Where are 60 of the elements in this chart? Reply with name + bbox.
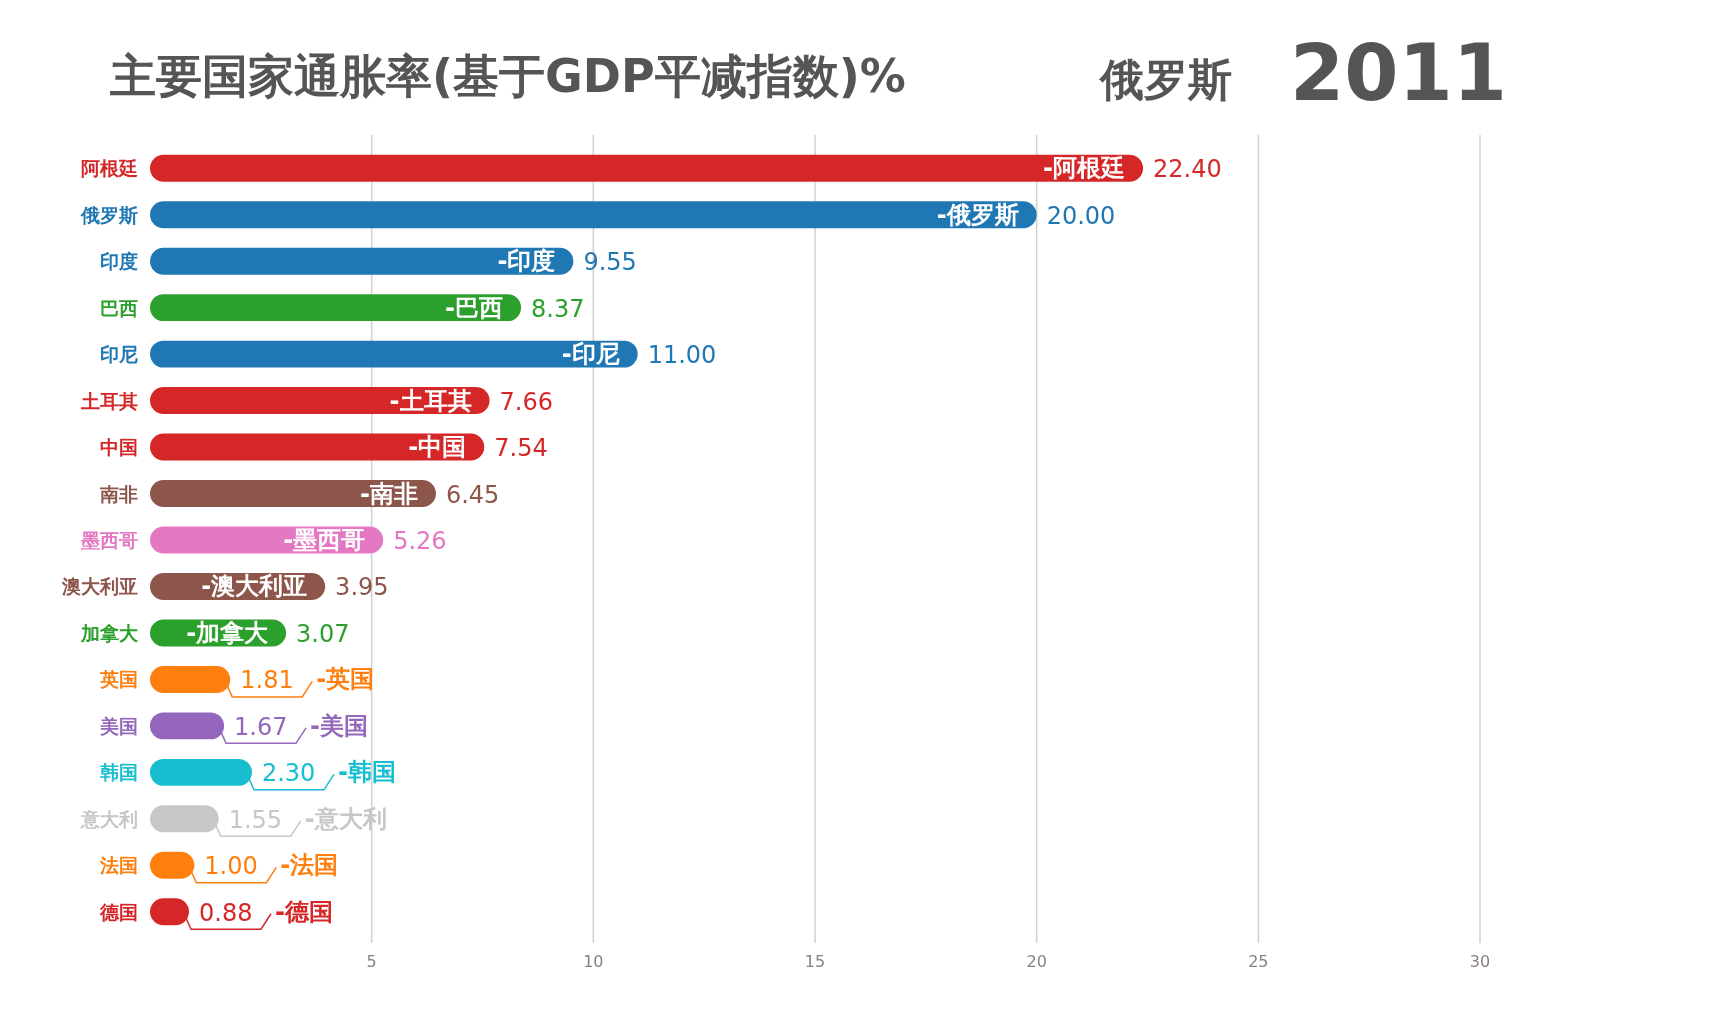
annotation: -墨西哥 [283,526,366,554]
annotation: -法国 [280,851,339,880]
data-label: 0.88 [199,898,253,927]
y-tick-label: 澳大利亚 [61,575,138,598]
annotation: -巴西 [445,293,504,322]
annotation: -俄罗斯 [936,200,1019,229]
x-tick-label: 25 [1248,952,1269,971]
data-label: 2.30 [261,759,316,788]
annotation: -意大利 [304,804,387,833]
y-tick-label: 加拿大 [80,621,139,644]
y-tick-label: 南非 [99,482,138,505]
data-label: 5.26 [393,527,447,555]
data-label: 1.67 [234,712,288,741]
x-tick-label: 15 [804,952,826,971]
data-label: 1.00 [204,852,258,881]
y-tick-label: 中国 [100,436,138,459]
annotation: -英国 [316,665,375,694]
data-label: 22.40 [1153,155,1222,184]
y-tick-label: 印度 [100,250,138,273]
data-label: 7.66 [499,387,554,416]
annotation: -印尼 [561,340,620,369]
y-tick-label: 俄罗斯 [80,203,138,226]
data-label: 9.55 [583,248,637,277]
y-tick-label: 意大利 [80,807,138,830]
chart-title: 主要国家通胀率(基于GDP平减指数)% [110,49,906,103]
data-label: 8.37 [531,294,585,323]
y-tick-label: 巴西 [100,296,138,319]
annotation: -美国 [310,711,369,740]
annotation: -德国 [275,897,333,926]
y-tick-label: 英国 [99,668,138,691]
text: 俄罗斯 [1098,54,1232,105]
data-label: 3.07 [296,619,350,648]
y-tick-label: 阿根廷 [81,157,138,180]
annotation: -南非 [359,479,418,508]
annotation: -阿根廷 [1043,154,1126,183]
y-tick-label: 印尼 [100,343,138,366]
y-tick-label: 土耳其 [80,389,138,412]
y-tick-label: 德国 [99,900,138,923]
annotation: -澳大利亚 [201,572,308,601]
annotation: -中国 [408,433,467,462]
annotation: -印度 [497,247,556,276]
y-tick-label: 法国 [99,854,138,877]
x-tick-label: 5 [366,952,377,971]
annotation: -加拿大 [186,618,270,647]
x-tick-label: 20 [1026,952,1047,971]
data-label: 20.00 [1046,201,1116,230]
annotation: -土耳其 [389,386,472,415]
data-label: 6.45 [445,480,500,509]
annotation: -韩国 [337,758,396,787]
x-tick-label: 10 [583,952,604,971]
text: 2011 [1290,28,1508,118]
data-label: 1.55 [228,805,283,834]
y-tick-label: 韩国 [99,761,138,784]
data-label: 1.81 [240,666,294,695]
data-label: 3.95 [335,573,389,602]
x-tick-label: 30 [1469,952,1491,971]
data-label: 7.54 [494,434,548,463]
y-tick-label: 墨西哥 [80,529,138,551]
y-tick-label: 美国 [99,714,138,737]
data-label: 11.00 [647,341,717,370]
